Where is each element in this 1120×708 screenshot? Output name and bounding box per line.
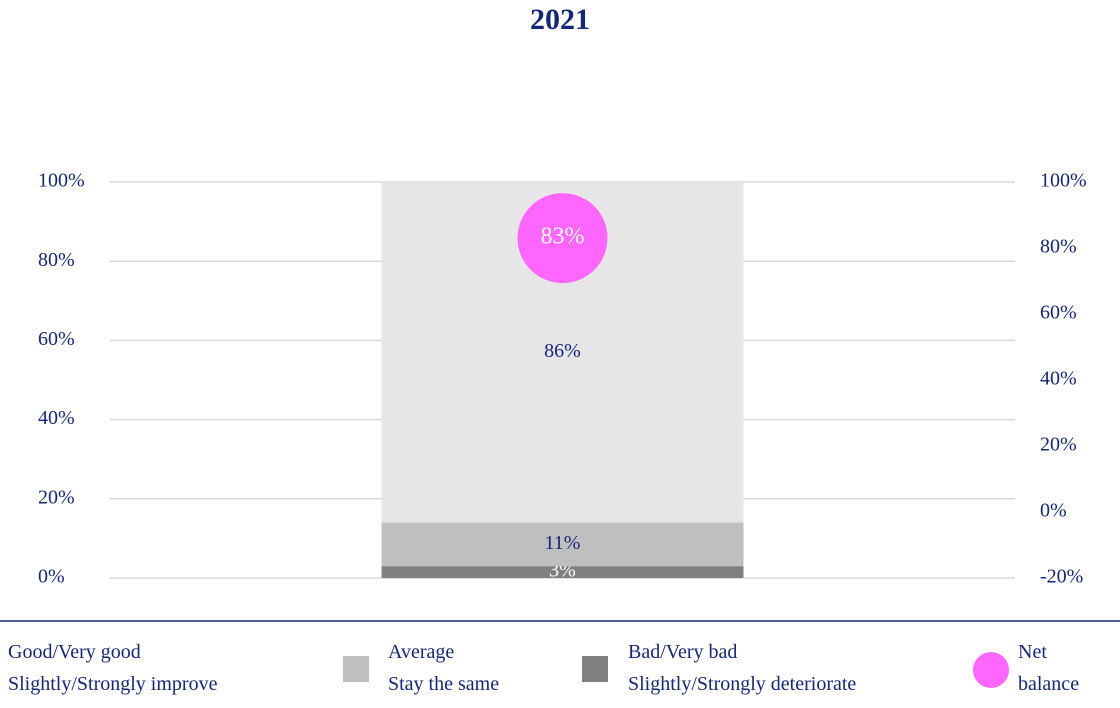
y2-tick-label: 0% [1040,500,1067,522]
legend-label: Good/Very good Slightly/Strongly improve [8,641,218,695]
bar-segment [381,522,744,567]
legend-swatch [343,656,369,682]
legend-swatch [582,656,608,682]
y-tick-label: 60% [38,328,75,350]
legend-swatch [973,652,1009,688]
chart: 2021 0% 20% 40% 60% 80% 100% -20% 0% 20% 40% 60% 80… [0,3,1120,622]
chart-title: 2021 [530,3,590,36]
value-label: 83% [541,224,585,250]
y2-tick-label: -20% [1040,566,1083,588]
y-tick-label: 40% [38,407,75,429]
y2-tick-label: 60% [1040,302,1077,324]
legend-label: Net balance [1018,641,1080,695]
net-balance-dot [517,193,608,284]
y2-tick-label: 80% [1040,236,1077,258]
y2-tick-label: 20% [1040,434,1077,456]
y-tick-label: 80% [38,249,75,271]
y-tick-label: 20% [38,486,75,508]
value-label: 86% [544,340,581,362]
legend-label: Bad/Very bad Slightly/Strongly deteriora… [628,641,857,695]
legend: Good/Very good Slightly/Strongly improve… [0,636,1120,708]
value-label: 11% [545,532,581,554]
bar-segment [381,566,744,578]
legend-label: Average Stay the same [388,641,500,695]
y-tick-label: 0% [38,566,65,588]
y2-tick-label: 100% [1040,170,1087,192]
y2-tick-label: 40% [1040,368,1077,390]
y-tick-label: 100% [38,170,85,192]
